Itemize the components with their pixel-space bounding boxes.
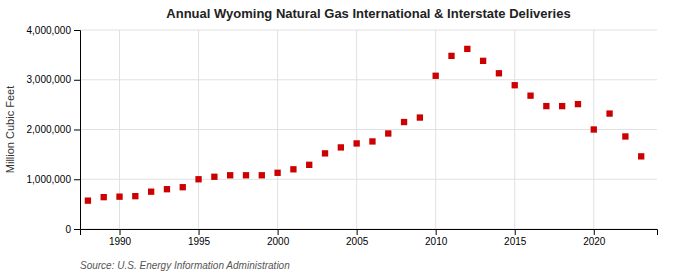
grid — [80, 30, 657, 229]
point — [591, 126, 597, 132]
x-tick: 2010 — [425, 229, 448, 247]
points — [85, 46, 645, 204]
point — [85, 197, 91, 203]
x-tick-label: 2005 — [346, 236, 369, 247]
y-tick-mark — [74, 80, 80, 81]
y-tick-mark — [74, 179, 80, 180]
point — [369, 138, 375, 144]
title: Annual Wyoming Natural Gas International… — [166, 6, 570, 21]
y-tick: 4,000,000 — [27, 25, 81, 36]
y-tick-label: 3,000,000 — [27, 74, 72, 85]
x-grid-line — [356, 30, 357, 229]
x-tick-mark — [278, 229, 279, 235]
y-tick-mark — [74, 30, 80, 31]
x-tick: 2020 — [583, 229, 606, 247]
point — [464, 46, 470, 52]
x-tick-mark — [436, 229, 437, 235]
point — [385, 130, 391, 136]
point — [353, 140, 359, 146]
point — [211, 174, 217, 180]
x-tick: 2000 — [267, 229, 290, 247]
point — [148, 189, 154, 195]
point — [417, 114, 423, 120]
point — [164, 186, 170, 192]
point — [606, 110, 612, 116]
point — [243, 172, 249, 178]
x-grid-line — [514, 30, 515, 229]
x-grid-line — [198, 30, 199, 229]
x-tick-mark — [515, 229, 516, 235]
point — [101, 194, 107, 200]
x-tick: 2015 — [504, 229, 527, 247]
point — [259, 172, 265, 178]
y-tick: 3,000,000 — [27, 74, 81, 85]
y-tick-label: 0 — [65, 224, 71, 235]
source-note: Source: U.S. Energy Information Administ… — [80, 260, 290, 271]
x-tick-label: 2000 — [267, 236, 290, 247]
x-tick-mark — [357, 229, 358, 235]
point — [290, 166, 296, 172]
x-tick-label: 1995 — [188, 236, 211, 247]
point — [132, 193, 138, 199]
point — [401, 119, 407, 125]
y-tick: 0 — [65, 224, 80, 235]
x-tick-mark — [120, 229, 121, 235]
point — [306, 162, 312, 168]
x-tick-label: 2010 — [425, 236, 448, 247]
point — [575, 101, 581, 107]
x-tick-mark — [594, 229, 595, 235]
y-tick-mark — [74, 130, 80, 131]
y-tick: 2,000,000 — [27, 124, 81, 135]
point — [638, 153, 644, 159]
y-grid-line — [80, 79, 657, 80]
point — [195, 176, 201, 182]
point — [274, 170, 280, 176]
x-tick: 1990 — [109, 229, 132, 247]
x-tick: 2005 — [346, 229, 369, 247]
x-tick-label: 1990 — [109, 236, 132, 247]
y-tick: 1,000,000 — [27, 174, 81, 185]
y-axis-line — [74, 31, 81, 230]
point — [180, 184, 186, 190]
y-grid-line — [80, 30, 657, 31]
x-tick: 1995 — [188, 229, 211, 247]
point — [622, 133, 628, 139]
y-tick-label: 2,000,000 — [27, 124, 72, 135]
point — [512, 82, 518, 88]
chart: 1990 1995 2000 2005 2010 2015 2020 0 1,000,000 2,… — [0, 0, 675, 275]
y-tick-mark — [74, 229, 80, 230]
point — [527, 93, 533, 99]
point — [496, 70, 502, 76]
y-grid-line — [80, 129, 657, 130]
y-axis-title: Million Cubic Feet — [4, 86, 16, 173]
x-tick-label: 2015 — [504, 236, 527, 247]
y-tick-label: 4,000,000 — [27, 25, 72, 36]
y-axis: 0 1,000,000 2,000,000 3,000,000 4,000,000 — [27, 25, 81, 235]
x-grid-line — [277, 30, 278, 229]
point — [433, 73, 439, 79]
point — [480, 58, 486, 64]
y-tick-label: 1,000,000 — [27, 174, 72, 185]
x-axis-line — [81, 230, 658, 236]
x-grid-line — [435, 30, 436, 229]
point — [322, 150, 328, 156]
point — [448, 53, 454, 59]
point — [559, 103, 565, 109]
x-tick-label: 2020 — [583, 236, 606, 247]
x-axis: 1990 1995 2000 2005 2010 2015 2020 — [81, 229, 658, 247]
point — [227, 172, 233, 178]
point — [543, 103, 549, 109]
point — [116, 194, 122, 200]
x-tick-mark — [199, 229, 200, 235]
point — [338, 144, 344, 150]
y-grid-line — [80, 179, 657, 180]
